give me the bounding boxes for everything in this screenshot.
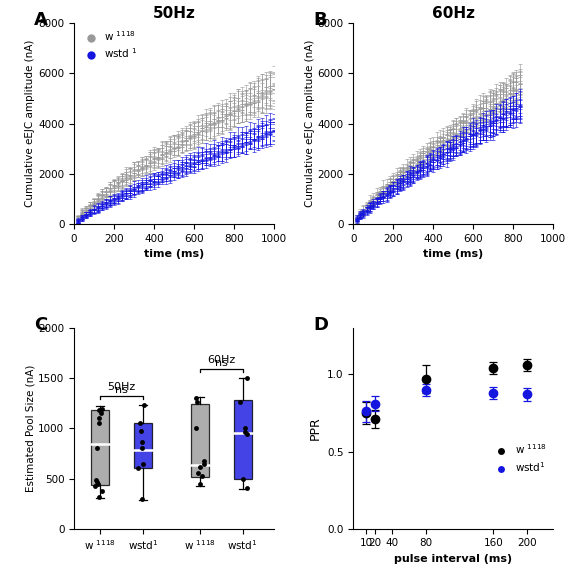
Text: C: C [34,316,47,334]
Legend: w $^{1118}$, wstd $^{1}$: w $^{1118}$, wstd $^{1}$ [79,28,139,61]
Text: ns: ns [215,358,228,368]
Y-axis label: PPR: PPR [308,417,321,440]
Y-axis label: Cumulative eEJC amplitude (nA): Cumulative eEJC amplitude (nA) [26,40,35,207]
Title: 60Hz: 60Hz [431,6,475,21]
Text: 60Hz: 60Hz [207,355,235,365]
Text: B: B [314,11,327,29]
Text: 50Hz: 50Hz [108,382,136,392]
Text: A: A [34,11,48,29]
Bar [191,404,209,476]
Y-axis label: Estimated Pool Size (nA): Estimated Pool Size (nA) [25,365,35,492]
Legend: w $^{1118}$, wstd$^{1}$: w $^{1118}$, wstd$^{1}$ [490,442,548,475]
X-axis label: pulse interval (ms): pulse interval (ms) [394,554,512,564]
X-axis label: time (ms): time (ms) [144,249,204,259]
Bar [91,410,109,485]
Bar [234,400,252,479]
Text: ns: ns [115,385,128,395]
Text: D: D [314,316,328,334]
X-axis label: time (ms): time (ms) [423,249,483,259]
Y-axis label: Cumulative eEJC amplitude (nA): Cumulative eEJC amplitude (nA) [305,40,315,207]
Title: 50Hz: 50Hz [152,6,196,21]
Bar [134,424,152,468]
